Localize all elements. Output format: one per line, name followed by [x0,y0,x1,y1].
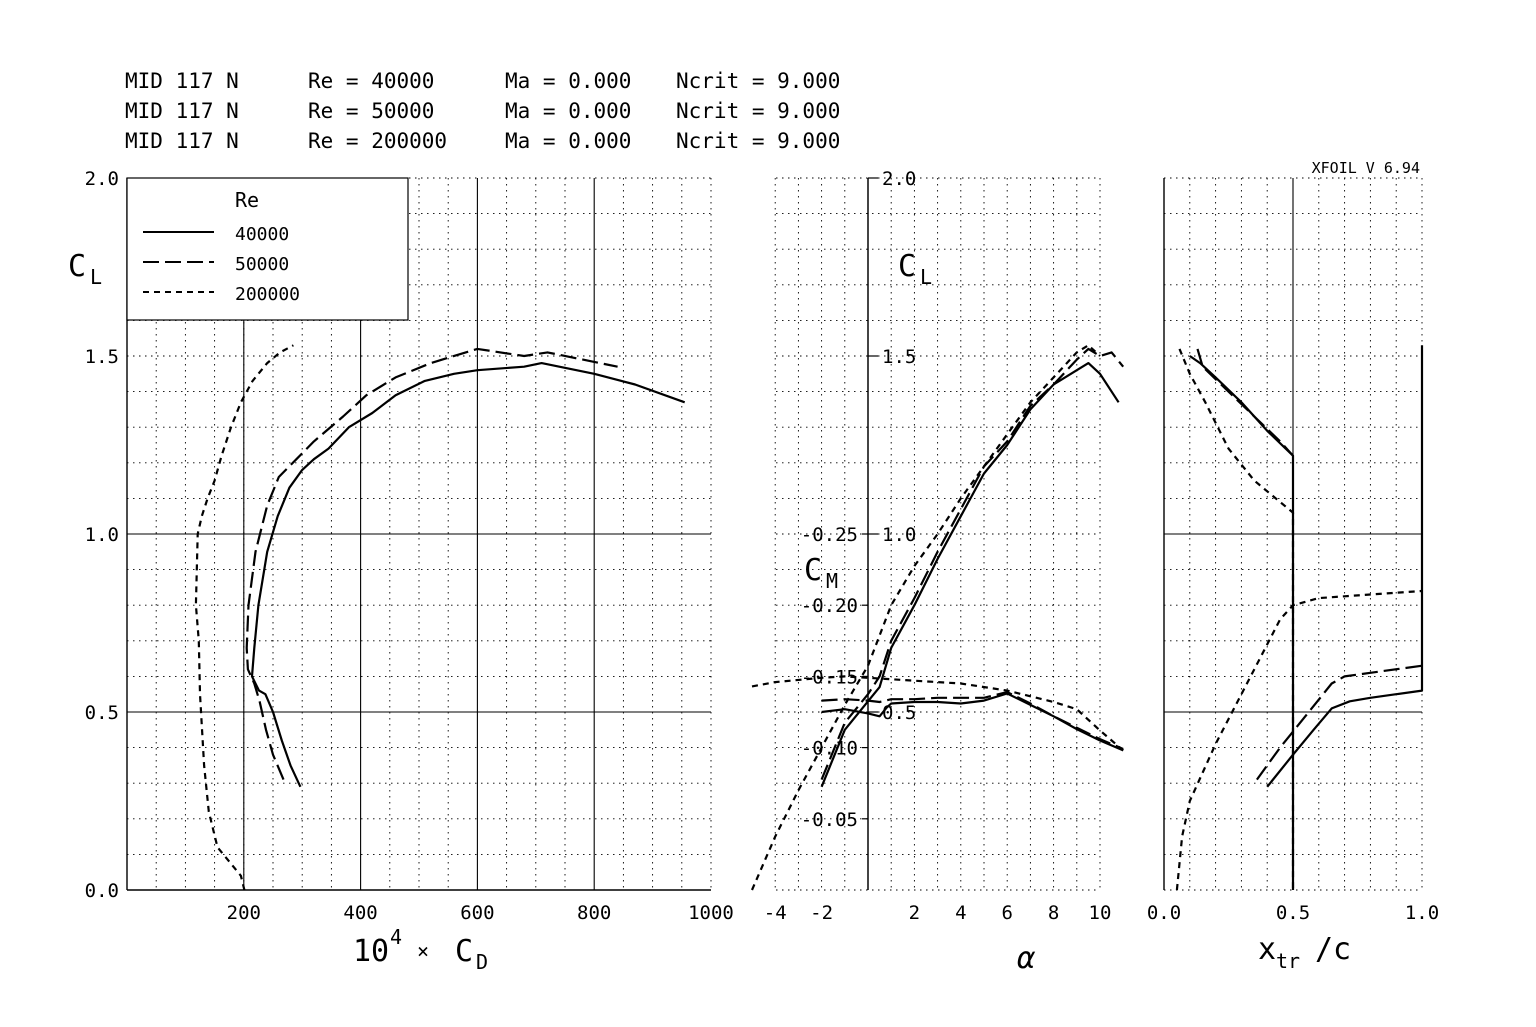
polar-x-tick-label: 600 [460,902,494,924]
alpha-series-40000-cl [820,362,1120,788]
transition-x-tick-label: 0.0 [1147,902,1181,924]
header-airfoil-2: MID 117 N [125,99,239,123]
alpha-x-tick-label: -2 [810,902,833,924]
alpha-cl-tick-label: 2.0 [882,168,916,190]
transition-xlabel: x tr /c [1258,932,1351,973]
header-re-2: Re = 50000 [308,99,434,123]
legend-entry-40000: 40000 [235,224,289,245]
polar-y-tick-label: 0.5 [85,702,119,724]
alpha-series-200000-cl [750,344,1101,891]
polar-xlabel: 10 4 × C D [353,925,488,974]
polar-x-tick-label: 200 [227,902,261,924]
polar-ylabel: C L [68,249,102,289]
cm-label-subscript: M [826,569,838,593]
header-ma-3: Ma = 0.000 [505,129,631,153]
polar-y-tick-label: 1.0 [85,524,119,546]
polar-y-tick-label: 1.5 [85,346,119,368]
header-ma-2: Ma = 0.000 [505,99,631,123]
polar-xlabel-symbol: C [455,934,473,969]
header-ncrit-3: Ncrit = 9.000 [676,129,840,153]
transition-x-tick-label: 0.5 [1276,902,1310,924]
alpha-ylabel-subscript: L [920,265,932,289]
alpha-series-200000-cm [751,675,1124,752]
transition-x-tick-label: 1.0 [1405,902,1439,924]
polar-x-tick-label: 400 [343,902,377,924]
alpha-series-50000-cm [821,690,1124,751]
polar-panel: 200 400 600 800 1000 0.0 0.5 1.0 1.5 2.0 [85,168,734,924]
polar-xlabel-base: 10 [353,934,389,969]
alpha-panel: -4 -2 2 4 6 8 100.51.01.52.0-0.05-0.10-0.15-0.… [750,168,1125,924]
transition-series-40000-bottom [1266,345,1424,788]
alpha-cm-tick-label: -0.25 [801,524,858,546]
polar-ylabel-subscript: L [90,265,102,289]
legend-box [126,177,409,321]
polar-y-tick-label: 2.0 [85,168,119,190]
alpha-ylabel: C L [898,249,932,289]
header-ncrit-2: Ncrit = 9.000 [676,99,840,123]
header-ncrit-1: Ncrit = 9.000 [676,69,840,93]
polar-x-tick-label: 1000 [688,902,734,924]
legend-entry-200000: 200000 [235,284,300,305]
polar-xlabel-exponent: 4 [390,925,402,949]
xfoil-version-label: XFOIL V 6.94 [1312,159,1420,177]
legend: Re 40000 50000 200000 [126,177,409,321]
alpha-cm-tick-label: -0.05 [801,809,858,831]
alpha-xlabel: α [1017,941,1036,976]
alpha-cl-tick-label: 1.5 [882,346,916,368]
legend-entry-50000: 50000 [235,254,289,275]
alpha-x-tick-label: 4 [955,902,966,924]
header-ma-1: Ma = 0.000 [505,69,631,93]
header-airfoil-1: MID 117 N [125,69,239,93]
transition-xlabel-subscript: tr [1276,949,1300,973]
transition-xlabel-symbol: x [1258,932,1276,967]
alpha-x-tick-label: -4 [764,902,787,924]
polar-series-40000 [250,362,686,788]
transition-xlabel-rest: /c [1315,932,1351,967]
polar-series-200000 [194,344,294,891]
transition-series-50000-bottom [1256,664,1423,781]
alpha-x-tick-label: 8 [1048,902,1059,924]
header-airfoil-3: MID 117 N [125,129,239,153]
alpha-cl-tick-label: 0.5 [882,702,916,724]
polar-x-tick-label: 800 [577,902,611,924]
legend-title: Re [235,188,259,212]
polar-xlabel-times: × [417,939,429,963]
alpha-series-50000-cl [820,347,1125,781]
polar-ylabel-symbol: C [68,249,86,284]
transition-series-200000-top [1178,348,1295,890]
transition-series-50000-top [1196,348,1294,457]
header-re-3: Re = 200000 [308,129,447,153]
polar-xlabel-subscript: D [476,950,488,974]
alpha-ylabel-symbol: C [898,249,916,284]
alpha-cl-tick-label: 1.0 [882,524,916,546]
cm-label-symbol: C [804,553,822,588]
transition-series-200000-bottom [1175,589,1423,891]
alpha-cm-label: C M [804,553,838,593]
polar-y-tick-label: 0.0 [85,880,119,902]
transition-panel: 0.0 0.5 1.0 [1147,177,1439,924]
alpha-x-tick-label: 10 [1089,902,1112,924]
alpha-cm-tick-label: -0.10 [801,738,858,760]
alpha-x-tick-label: 2 [909,902,920,924]
alpha-cm-tick-label: -0.20 [801,595,858,617]
polar-series-50000 [245,347,618,781]
header-re-1: Re = 40000 [308,69,434,93]
header-block: MID 117 N Re = 40000 Ma = 0.000 Ncrit = … [125,69,1420,177]
alpha-x-tick-label: 6 [1001,902,1012,924]
